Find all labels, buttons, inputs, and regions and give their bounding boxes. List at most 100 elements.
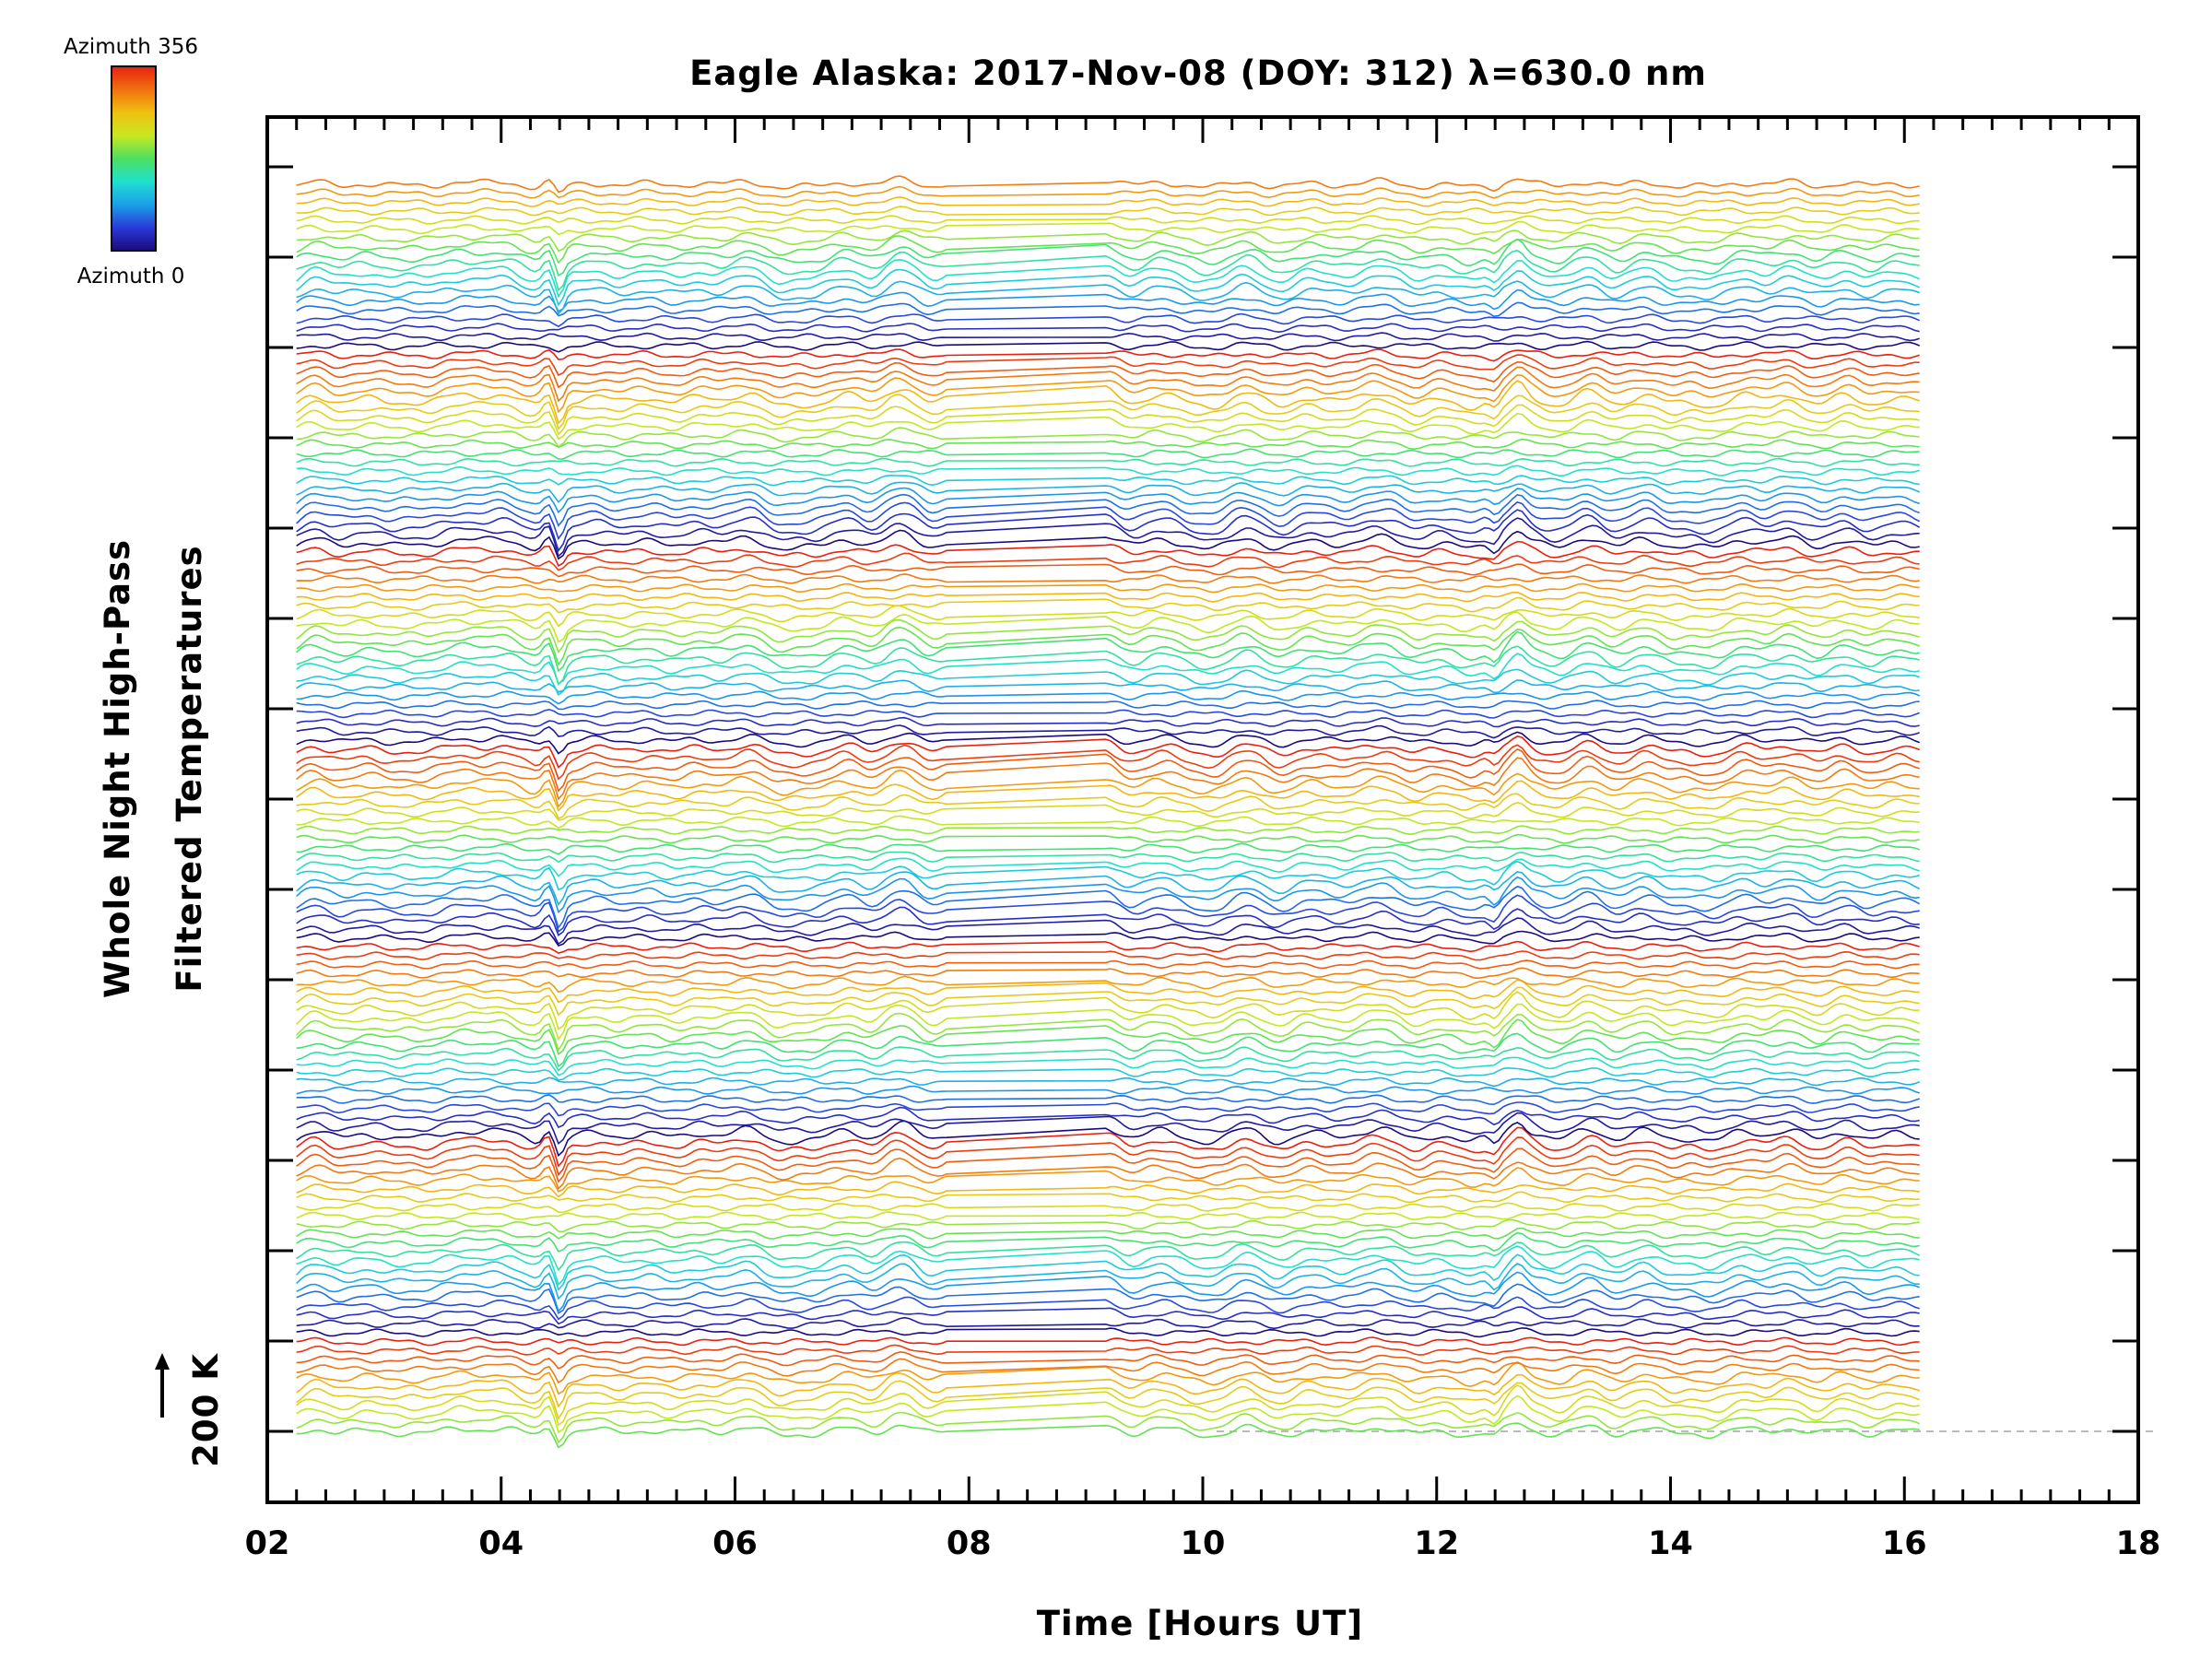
temperature-series-line [296,700,1920,711]
temperature-series-line [296,605,1920,628]
temperature-series-line [296,438,1920,451]
temperature-series-line [296,747,1920,793]
temperature-series-line [296,238,1920,277]
x-tick-label: 18 [2116,1525,2161,1562]
temperature-series-line [296,959,1920,970]
temperature-series-line [296,860,1920,891]
temperature-series-line [296,1327,1920,1338]
temperature-series-line [296,1167,1920,1193]
scale-label: 200 K [186,1353,226,1467]
temperature-series-line [296,842,1920,855]
temperature-series-line [296,618,1920,654]
temperature-series-line [296,509,1921,553]
temperature-series-line [296,185,1920,199]
temperature-series-line [296,340,1921,353]
temperature-series-line [296,404,1920,436]
temperature-series-line [296,626,1920,666]
temperature-series-line [296,1271,1920,1313]
temperature-series-line [296,1012,1921,1053]
temperature-series-line [296,1360,1920,1395]
x-tick-labels: 02 04 06 08 10 12 14 16 18 [245,1525,2161,1562]
temperature-series-line [296,501,1921,541]
temperature-series-line [296,573,1920,584]
x-tick-label: 02 [245,1525,290,1562]
temperature-series-line [296,517,1920,558]
temperature-series-line [296,917,1920,946]
temperature-series-line [296,354,1920,377]
temperature-series-line [296,1306,1920,1325]
temperature-series-line [296,206,1920,217]
temperature-series-line [296,668,1920,697]
temperature-series-line [296,653,1920,685]
temperature-series-line [296,1245,1920,1287]
temperature-series-line [296,689,1921,705]
temperature-series-line [296,1394,1920,1434]
temperature-series-line [296,487,1920,514]
temperature-series-line [296,1336,1920,1347]
scale-arrowhead [155,1353,170,1370]
temperature-series-line [296,1316,1920,1330]
x-tick-label: 12 [1414,1525,1459,1562]
temperature-series-line [296,1411,1921,1444]
temperature-series-line [296,1120,1920,1158]
temperature-series-line [296,1218,1920,1233]
temperature-series-line [296,196,1920,207]
temperature-series-line [296,268,1921,307]
temperature-series-line [296,249,1920,292]
temperature-series-line [296,950,1920,961]
temperature-series-line [296,229,1920,253]
temperature-series-line [296,930,1920,947]
temperature-series-line [296,582,1920,594]
temperature-series-line [296,986,1920,1017]
temperature-series-line [296,493,1920,527]
temperature-series-line [296,894,1920,934]
temperature-series-line [296,1066,1920,1081]
temperature-series-line [296,716,1920,728]
temperature-series-line [296,332,1920,342]
temperature-series-line [296,1283,1920,1315]
temperature-series-line [296,724,1920,739]
temperature-series-line [296,1056,1920,1077]
temperature-series-line [296,394,1920,430]
temperature-series-line [296,360,1920,389]
temperature-series-line [296,301,1920,318]
temperature-series-line [296,1211,1920,1221]
x-tick-label: 06 [712,1525,758,1562]
temperature-series-line [296,731,1920,755]
temperature-series-line [296,596,1920,614]
temperature-series-line [296,380,1920,425]
temperature-series-line [296,465,1920,477]
chart-title: Eagle Alaska: 2017-Nov-08 (DOY: 312) λ=6… [689,53,1707,93]
temperature-series-line [296,1147,1920,1183]
colorbar-bottom-label: Azimuth 0 [77,265,185,288]
temperature-series-line [296,1351,1920,1370]
colorbar-top-label: Azimuth 356 [64,35,198,59]
temperature-series-line [296,906,1920,936]
x-tick-label: 08 [947,1525,992,1562]
temperature-series-line [296,348,1920,362]
tick-group [265,117,2140,1502]
temperature-series-line [296,540,1920,568]
temperature-series-line [296,876,1920,914]
temperature-series-line [296,1358,1920,1384]
x-tick-label: 04 [478,1525,524,1562]
temperature-series-line [296,630,1920,673]
temperature-series-line [296,1106,1920,1129]
temperature-series-line [296,735,1920,769]
temperature-series-line [296,529,1920,560]
temperature-series-line [296,215,1920,226]
temperature-series-line [296,833,1920,844]
temperature-series-line [296,1046,1921,1072]
temperature-series-line [296,1032,1920,1068]
temperature-series-line [296,323,1920,334]
temperature-series-line [296,1231,1920,1253]
temperature-series-line [296,757,1920,801]
temperature-series-line [296,235,1920,265]
series-group [296,175,1921,1449]
temperature-series-line [296,1344,1920,1356]
x-tick-label: 16 [1882,1525,1927,1562]
temperature-series-line [296,280,1920,315]
temperature-series-line [296,1085,1920,1096]
temperature-series-line [296,1241,1921,1272]
